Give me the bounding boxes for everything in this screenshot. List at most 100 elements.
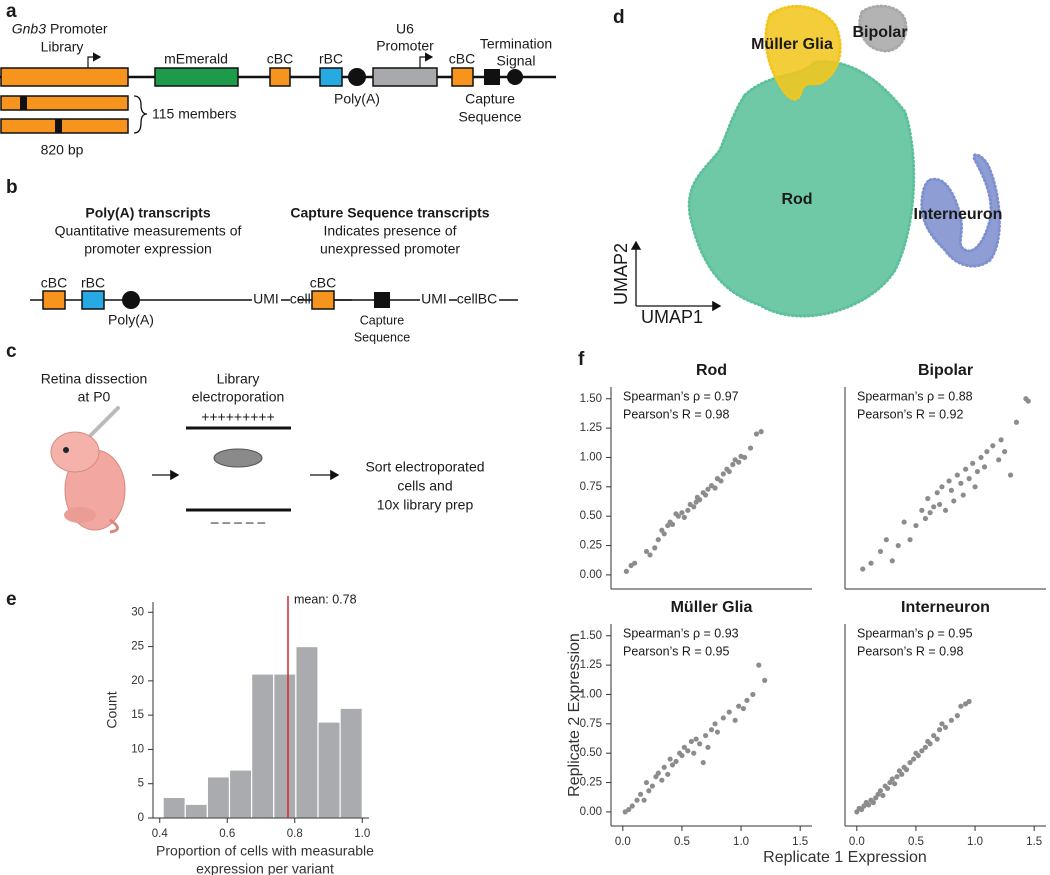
point <box>732 717 738 723</box>
label: rBC <box>319 51 343 67</box>
point <box>705 486 711 492</box>
label: Poly(A) <box>108 312 154 328</box>
axis-label: expression per variant <box>196 861 334 875</box>
point <box>951 498 957 504</box>
tss-arrow <box>87 52 102 68</box>
point <box>915 752 921 759</box>
label: – – – – – <box>211 514 266 530</box>
point <box>970 460 976 466</box>
label: cellBC <box>457 291 497 307</box>
point <box>637 791 644 797</box>
label: U6 <box>396 21 414 37</box>
point <box>629 803 635 809</box>
x-tick-label: 1.5 <box>792 836 808 848</box>
point <box>901 519 907 525</box>
cbc <box>451 67 474 87</box>
label: Promoter <box>50 21 108 37</box>
point <box>942 507 949 513</box>
point <box>702 732 709 739</box>
point <box>936 727 943 733</box>
point <box>860 566 866 572</box>
x-tick-label: 1.0 <box>354 828 370 840</box>
u6 <box>372 67 438 87</box>
label: Library <box>41 39 84 55</box>
point <box>870 799 876 806</box>
annotation: Spearman’s ρ = 0.95 <box>857 626 973 640</box>
x-tick-label: 0.6 <box>219 828 235 840</box>
label: Sequence <box>354 330 410 344</box>
label: Poly(A) <box>334 91 380 107</box>
label: +++++++++ <box>201 409 275 425</box>
point <box>679 510 685 516</box>
panel-letter: f <box>578 349 585 370</box>
panel-letter: c <box>6 341 17 362</box>
point <box>669 762 676 768</box>
capture-seq <box>374 292 390 308</box>
label: at P0 <box>78 389 111 405</box>
point <box>934 736 940 742</box>
bar <box>339 707 363 819</box>
x-tick-label: 0.5 <box>908 836 924 848</box>
cluster-region <box>858 4 908 53</box>
construct-diagram: Gnb3 Promoter Library mEmerald cBC rBC P… <box>0 21 556 158</box>
point <box>889 776 895 782</box>
bar <box>251 673 275 819</box>
point <box>643 779 650 786</box>
x-tick-label: 1.0 <box>967 836 983 848</box>
brace <box>133 95 148 134</box>
point <box>718 478 724 484</box>
point <box>996 457 1002 463</box>
y-tick-label: 0.25 <box>580 777 602 789</box>
annotation: Pearson’s R = 0.98 <box>857 644 963 658</box>
y-tick-label: 1.25 <box>580 422 602 434</box>
y-tick-label: 20 <box>131 675 144 687</box>
label: UMI <box>253 291 279 307</box>
point <box>931 504 937 510</box>
y-tick-label: 1.50 <box>580 630 602 642</box>
annotation: Pearson’s R = 0.98 <box>623 407 729 421</box>
cluster-region <box>687 60 916 318</box>
point <box>907 537 913 543</box>
point <box>626 806 632 813</box>
point <box>974 468 981 475</box>
point <box>946 478 952 484</box>
point <box>948 487 955 493</box>
point <box>927 510 933 516</box>
bar <box>273 673 297 819</box>
mutation <box>20 96 27 110</box>
point <box>730 461 736 468</box>
label: Capture <box>465 91 515 107</box>
point <box>922 744 929 750</box>
y-tick-label: 0.50 <box>580 747 602 759</box>
point <box>934 490 940 496</box>
label: Sort electroporated <box>365 459 484 475</box>
annotation: Spearman’s ρ = 0.93 <box>623 626 739 640</box>
y-tick-label: 0.25 <box>580 540 602 552</box>
point <box>643 548 650 555</box>
point <box>892 781 898 787</box>
y-tick-label: 30 <box>131 606 144 618</box>
x-tick-label: 0.8 <box>287 828 303 840</box>
y-tick-label: 0.75 <box>580 718 602 730</box>
point <box>750 691 756 698</box>
point <box>990 443 996 449</box>
point <box>726 468 732 475</box>
point <box>1007 472 1014 478</box>
y-tick-label: 0.00 <box>580 806 602 818</box>
panel-letter: e <box>6 589 17 610</box>
point <box>652 545 658 551</box>
point <box>634 797 640 803</box>
point <box>960 492 966 498</box>
axis-label: UMAP2 <box>611 243 631 305</box>
annotation: Spearman’s ρ = 0.88 <box>857 389 973 403</box>
label: cBC <box>267 51 293 67</box>
axis-label: Count <box>104 691 120 728</box>
point <box>877 548 884 555</box>
point <box>649 783 655 789</box>
label: unexpressed promoter <box>320 241 460 257</box>
polya <box>348 68 366 86</box>
point <box>641 797 647 803</box>
point <box>753 431 760 437</box>
point <box>927 741 933 747</box>
